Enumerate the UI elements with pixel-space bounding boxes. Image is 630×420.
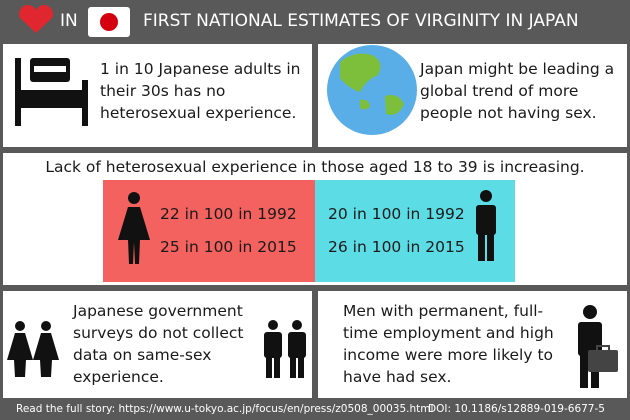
- divider: [312, 291, 318, 398]
- man-icon: [476, 190, 496, 261]
- women-stat: 25 in 100 in 2015: [160, 238, 297, 256]
- divider: [312, 44, 318, 147]
- woman-icon: [118, 192, 150, 264]
- businessman-icon: [578, 305, 618, 388]
- border: [627, 44, 630, 398]
- women-stat: 22 in 100 in 1992: [160, 205, 297, 223]
- two-women-icon: [7, 321, 59, 377]
- footer-doi: DOI: 10.1186/s12889-019-6677-5: [428, 403, 605, 415]
- footer-link[interactable]: Read the full story: https://www.u-tokyo…: [16, 403, 434, 415]
- header-prefix: IN: [60, 11, 78, 31]
- bed-icon: [15, 58, 88, 126]
- footer-bar: [0, 398, 630, 420]
- note-text: Men with permanent, full-time employment…: [343, 302, 554, 386]
- globe-icon: [327, 45, 417, 135]
- note-text: Japanese government surveys do not colle…: [73, 302, 244, 386]
- flag-sun: [100, 13, 118, 31]
- two-men-icon: [264, 320, 306, 378]
- fact-text: Japan might be leading a global trend of…: [420, 60, 615, 122]
- border: [0, 44, 3, 398]
- comparison-heading: Lack of heterosexual experience in those…: [45, 158, 585, 176]
- heart-icon: [19, 5, 53, 33]
- divider: [0, 285, 630, 291]
- divider: [0, 147, 630, 153]
- fact-text: 1 in 10 Japanese adults in their 30s has…: [100, 60, 301, 122]
- men-stat: 26 in 100 in 2015: [328, 238, 465, 256]
- men-stat: 20 in 100 in 1992: [328, 205, 465, 223]
- header-title: FIRST NATIONAL ESTIMATES OF VIRGINITY IN…: [143, 11, 579, 31]
